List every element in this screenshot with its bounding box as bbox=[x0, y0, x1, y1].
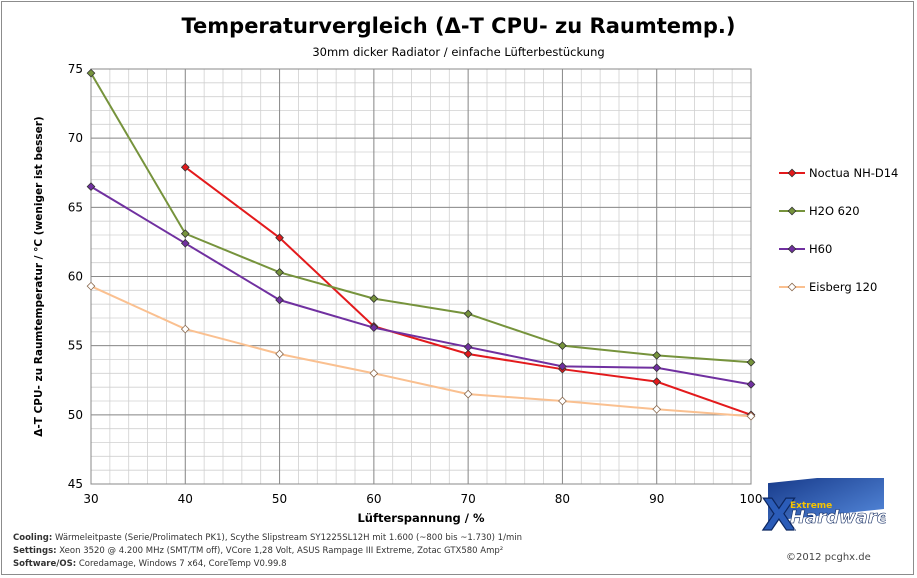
legend-marker-1 bbox=[787, 206, 797, 216]
x-tick-label: 30 bbox=[83, 492, 98, 506]
copyright: ©2012 pcghx.de bbox=[786, 552, 871, 563]
series-line-2 bbox=[90, 185, 752, 386]
pcgh-extreme-logo: X Extreme Hardware DIE HARDWARE-COMMUNIT… bbox=[761, 478, 886, 542]
data-point bbox=[180, 229, 190, 238]
y-tick-label: 50 bbox=[68, 408, 83, 422]
data-point bbox=[180, 324, 190, 334]
x-tick-label: 90 bbox=[649, 492, 664, 506]
series-line-3 bbox=[90, 285, 752, 418]
data-point bbox=[180, 162, 190, 172]
data-point bbox=[86, 182, 96, 191]
logo-brand: Extreme bbox=[790, 501, 832, 511]
y-tick-label: 70 bbox=[68, 131, 83, 145]
footer-cooling-label: Cooling: bbox=[13, 533, 53, 543]
legend-label-0: Noctua NH-D14 bbox=[809, 166, 898, 180]
data-point bbox=[369, 294, 379, 303]
data-point bbox=[275, 295, 284, 305]
legend-marker-2 bbox=[787, 244, 797, 254]
data-point bbox=[558, 341, 567, 351]
data-point bbox=[652, 363, 662, 373]
data-point bbox=[652, 350, 662, 360]
svg-text:X: X bbox=[762, 490, 796, 541]
footer-software: Software/OS: Coredamage, Windows 7 x64, … bbox=[13, 559, 287, 569]
footer-settings-label: Settings: bbox=[13, 546, 57, 556]
data-point bbox=[180, 238, 190, 248]
y-tick-label: 65 bbox=[68, 200, 83, 214]
y-tick-label: 45 bbox=[68, 477, 83, 491]
footer-software-label: Software/OS: bbox=[13, 559, 77, 569]
footer-cooling-text: Wärmeleitpaste (Serie/Prolimatech PK1), … bbox=[54, 533, 522, 543]
x-tick-label: 60 bbox=[366, 492, 381, 506]
data-point bbox=[275, 349, 284, 359]
data-point bbox=[369, 368, 379, 378]
data-point bbox=[652, 377, 662, 386]
x-tick-label: 70 bbox=[461, 492, 476, 506]
y-tick-label: 55 bbox=[68, 339, 83, 353]
x-tick-label: 50 bbox=[272, 492, 287, 506]
data-point bbox=[369, 323, 379, 333]
data-point bbox=[463, 309, 473, 319]
data-point bbox=[558, 362, 567, 371]
chart-title: Temperaturvergleich (Δ-T CPU- zu Raumtem… bbox=[181, 14, 736, 38]
data-point bbox=[275, 233, 284, 243]
logo-tagline: DIE HARDWARE-COMMUNITY FÜR PC-SPIELER bbox=[794, 527, 876, 532]
y-tick-label: 75 bbox=[68, 62, 83, 76]
y-tick-label: 60 bbox=[68, 270, 83, 284]
legend-marker-0 bbox=[787, 168, 797, 178]
data-point bbox=[463, 342, 473, 352]
legend-marker-3 bbox=[787, 282, 797, 292]
footer-settings-text: Xeon 3520 @ 4.200 MHz (SMT/TM off), VCor… bbox=[59, 546, 504, 556]
x-tick-label: 80 bbox=[555, 492, 570, 506]
data-point bbox=[86, 281, 96, 291]
footer-cooling: Cooling: Wärmeleitpaste (Serie/Prolimate… bbox=[13, 533, 522, 543]
legend-label-2: H60 bbox=[809, 242, 832, 256]
series-line-1 bbox=[90, 72, 752, 364]
data-point bbox=[275, 267, 284, 277]
data-point bbox=[746, 411, 756, 421]
x-axis-label: Lüfterspannung / % bbox=[357, 511, 485, 525]
y-axis-label: Δ-T CPU- zu Raumtemperatur / °C (weniger… bbox=[33, 116, 45, 436]
data-point bbox=[652, 404, 662, 414]
data-point bbox=[746, 357, 756, 367]
footer-settings: Settings: Xeon 3520 @ 4.200 MHz (SMT/TM … bbox=[13, 546, 503, 556]
footer-software-text: Coredamage, Windows 7 x64, CoreTemp V0.9… bbox=[78, 559, 287, 569]
data-point bbox=[746, 380, 756, 389]
legend-label-1: H2O 620 bbox=[809, 204, 860, 218]
logo-main: Hardware bbox=[790, 507, 886, 528]
x-tick-label: 40 bbox=[178, 492, 193, 506]
data-point bbox=[86, 68, 96, 78]
chart-subtitle: 30mm dicker Radiator / einfache Lüfterbe… bbox=[312, 45, 605, 59]
data-point bbox=[558, 396, 567, 406]
data-point bbox=[463, 349, 473, 359]
legend-label-3: Eisberg 120 bbox=[809, 280, 877, 294]
data-point bbox=[463, 389, 473, 399]
x-tick-label: 100 bbox=[740, 492, 763, 506]
